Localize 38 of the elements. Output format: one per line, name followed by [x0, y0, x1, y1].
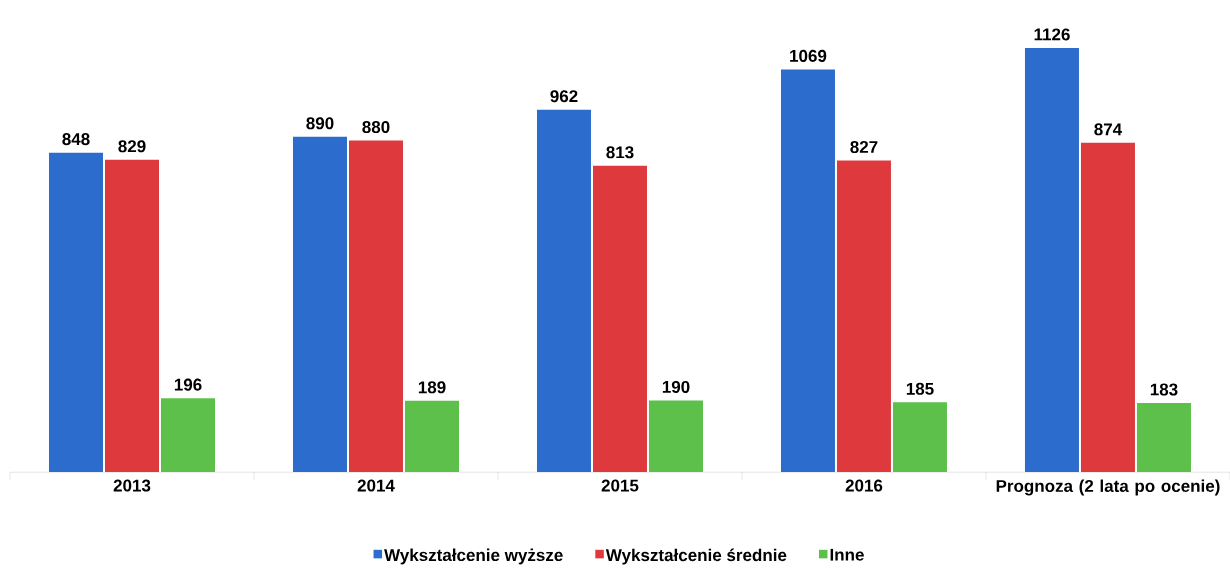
- x-tick-label: 2014: [357, 479, 395, 492]
- bar: [892, 402, 947, 472]
- legend-label: Wykształcenie średnie: [605, 548, 787, 565]
- data-label: 196: [174, 378, 202, 391]
- data-label: 185: [906, 382, 934, 395]
- data-label: 848: [62, 133, 90, 146]
- legend-label: Inne: [830, 548, 864, 561]
- data-label: 827: [850, 141, 878, 154]
- bar: [161, 398, 215, 472]
- bar: [1080, 142, 1135, 472]
- bar: [104, 159, 159, 472]
- bar: [292, 136, 347, 472]
- x-tick-label: Prognoza (2 lata po ocenie): [996, 479, 1220, 496]
- x-tick-label: 2013: [113, 479, 151, 492]
- data-label: 1069: [790, 49, 827, 62]
- bar: [348, 140, 403, 472]
- data-label: 1126: [1034, 28, 1070, 41]
- bar: [1024, 47, 1079, 472]
- bar: [404, 400, 459, 472]
- data-label: 874: [1094, 123, 1123, 136]
- bar: [648, 400, 703, 472]
- data-label: 962: [550, 90, 578, 103]
- bar: [780, 69, 835, 472]
- data-label: 829: [118, 140, 146, 153]
- data-label: 813: [606, 146, 634, 159]
- data-label: 190: [662, 380, 690, 393]
- data-label: 880: [362, 121, 390, 134]
- bar: [592, 165, 647, 472]
- bar: [536, 109, 591, 472]
- data-label: 183: [1150, 383, 1178, 396]
- data-label: 890: [306, 117, 334, 130]
- x-tick-label: 2015: [601, 479, 639, 492]
- bar: [836, 160, 891, 472]
- bar: [49, 152, 103, 472]
- bar: [1136, 403, 1191, 472]
- legend-label: Wykształcenie wyższe: [384, 548, 563, 565]
- x-tick-label: 2016: [845, 479, 883, 492]
- data-label: 189: [418, 381, 446, 394]
